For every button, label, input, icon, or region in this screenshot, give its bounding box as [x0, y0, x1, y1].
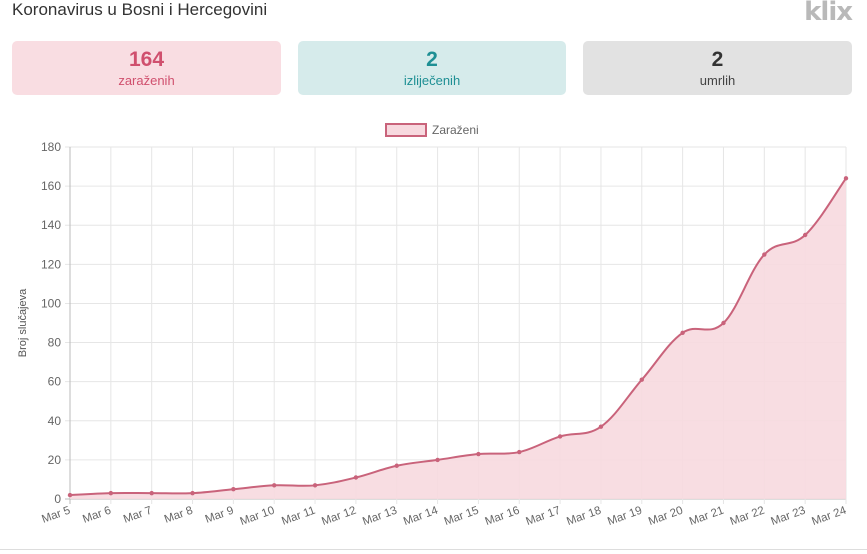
y-tick-label: 80: [48, 336, 62, 350]
x-tick-label: Mar 14: [402, 504, 440, 528]
x-tick-label: Mar 20: [647, 505, 685, 529]
y-tick-label: 0: [54, 492, 61, 506]
recovered-count: 2: [426, 48, 438, 71]
header: Koronavirus u Bosni i Hercegovini klix: [12, 0, 856, 26]
x-tick-label: Mar 24: [810, 504, 848, 528]
x-tick-label: Mar 19: [606, 505, 644, 529]
x-tick-label: Mar 11: [280, 505, 317, 528]
data-point[interactable]: [639, 377, 644, 382]
legend-label: Zaraženi: [432, 123, 479, 137]
x-tick-label: Mar 5: [40, 505, 72, 526]
x-tick-label: Mar 8: [163, 505, 195, 526]
data-point[interactable]: [598, 424, 604, 429]
data-point[interactable]: [272, 483, 277, 488]
x-tick-label: Mar 10: [238, 505, 276, 529]
x-tick-label: Mar 17: [524, 505, 562, 529]
y-tick-label: 20: [48, 453, 62, 467]
divider: [0, 549, 867, 550]
data-point[interactable]: [517, 449, 522, 455]
data-point[interactable]: [802, 232, 808, 238]
y-tick-label: 180: [41, 140, 61, 154]
infected-area: [70, 178, 846, 500]
data-point[interactable]: [108, 490, 114, 496]
data-point[interactable]: [762, 252, 767, 257]
x-tick-label: Mar 23: [769, 505, 807, 529]
x-tick-label: Mar 7: [122, 505, 154, 526]
deaths-label: umrlih: [699, 73, 736, 88]
deaths-card: 2 umrlih: [583, 41, 852, 95]
klix-logo[interactable]: klix: [804, 0, 853, 27]
data-point[interactable]: [394, 463, 399, 468]
data-point[interactable]: [557, 434, 563, 439]
y-axis-label: Broj slučajeva: [17, 288, 29, 357]
y-tick-label: 40: [48, 414, 62, 428]
legend-swatch: [385, 123, 427, 137]
data-point[interactable]: [67, 492, 73, 498]
x-tick-label: Mar 16: [484, 505, 522, 529]
x-tick-label: Mar 15: [443, 505, 481, 529]
infected-count: 164: [128, 48, 165, 71]
y-tick-label: 60: [48, 375, 62, 389]
x-tick-label: Mar 12: [320, 505, 358, 529]
data-point[interactable]: [476, 451, 481, 457]
data-point[interactable]: [680, 330, 685, 335]
x-axis-ticks: Mar 5 Mar 6 Mar 7 Mar 8 Mar 9 Mar 10 Mar 11 Mar…: [40, 504, 848, 528]
recovered-card: 2 izliječenih: [298, 41, 566, 95]
data-point[interactable]: [149, 490, 154, 496]
x-tick-label: Mar 22: [729, 505, 767, 529]
deaths-count: 2: [711, 48, 724, 71]
page-title: Koronavirus u Bosni i Hercegovini: [12, 0, 268, 19]
data-point[interactable]: [721, 320, 726, 326]
legend[interactable]: Zaraženi: [385, 123, 479, 137]
data-point[interactable]: [231, 487, 236, 492]
y-tick-label: 120: [41, 257, 61, 271]
x-tick-label: Mar 18: [565, 505, 603, 529]
data-point[interactable]: [190, 490, 195, 496]
infected-card: 164 zaraženih: [12, 41, 281, 95]
data-point[interactable]: [353, 475, 359, 480]
y-tick-label: 100: [41, 296, 61, 310]
x-tick-label: Mar 9: [204, 505, 236, 526]
data-points: [67, 176, 849, 498]
y-axis-ticks: 0 20 40 60 80 100 120 140 160 180: [41, 140, 61, 506]
infected-label: zaraženih: [118, 73, 175, 88]
recovered-label: izliječenih: [403, 73, 461, 88]
y-tick-label: 160: [41, 179, 61, 193]
data-point[interactable]: [843, 176, 849, 181]
x-tick-label: Mar 21: [688, 505, 726, 529]
data-point[interactable]: [435, 457, 440, 463]
data-point[interactable]: [312, 483, 318, 488]
y-tick-label: 140: [41, 218, 61, 232]
x-tick-label: Mar 13: [361, 505, 399, 529]
x-tick-label: Mar 6: [81, 505, 113, 526]
